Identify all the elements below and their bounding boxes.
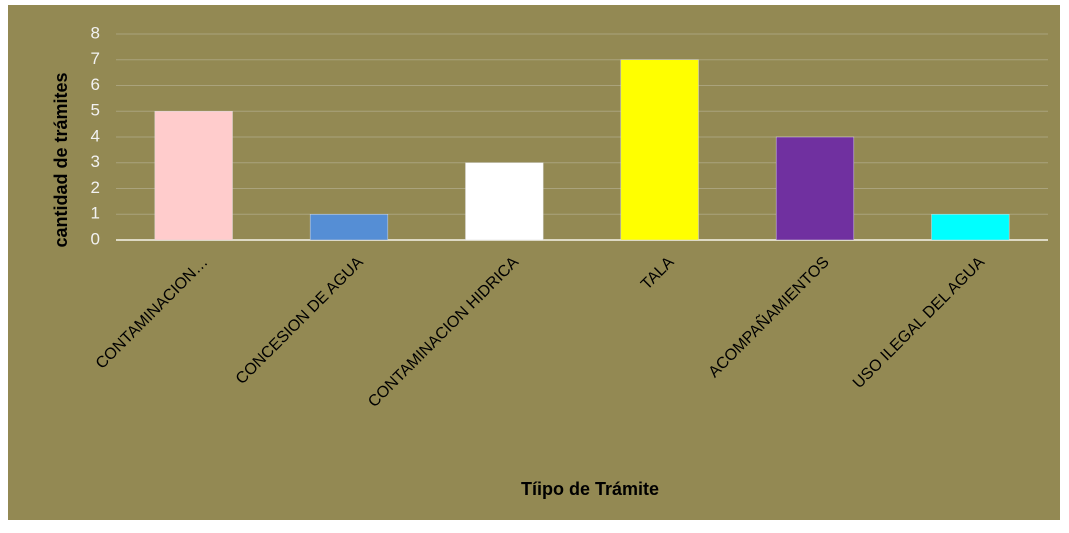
y-axis-title: cantidad de trámites [51, 72, 71, 247]
bar [154, 111, 233, 241]
y-tick-label: 6 [91, 75, 100, 94]
y-tick-label: 0 [91, 229, 100, 248]
y-tick-label: 3 [91, 152, 100, 171]
y-tick-label: 1 [91, 204, 100, 223]
bar [620, 59, 699, 241]
y-tick-label: 4 [91, 126, 100, 145]
y-tick-label: 7 [91, 49, 100, 68]
y-tick-label: 2 [91, 178, 100, 197]
chart-background [8, 5, 1060, 520]
bar [775, 136, 855, 241]
bar [309, 214, 389, 241]
x-axis-title: Tíipo de Trámite [521, 479, 659, 499]
y-tick-label: 8 [91, 23, 100, 42]
bar [931, 214, 1010, 241]
y-tick-label: 5 [91, 101, 100, 120]
bar [465, 162, 544, 241]
